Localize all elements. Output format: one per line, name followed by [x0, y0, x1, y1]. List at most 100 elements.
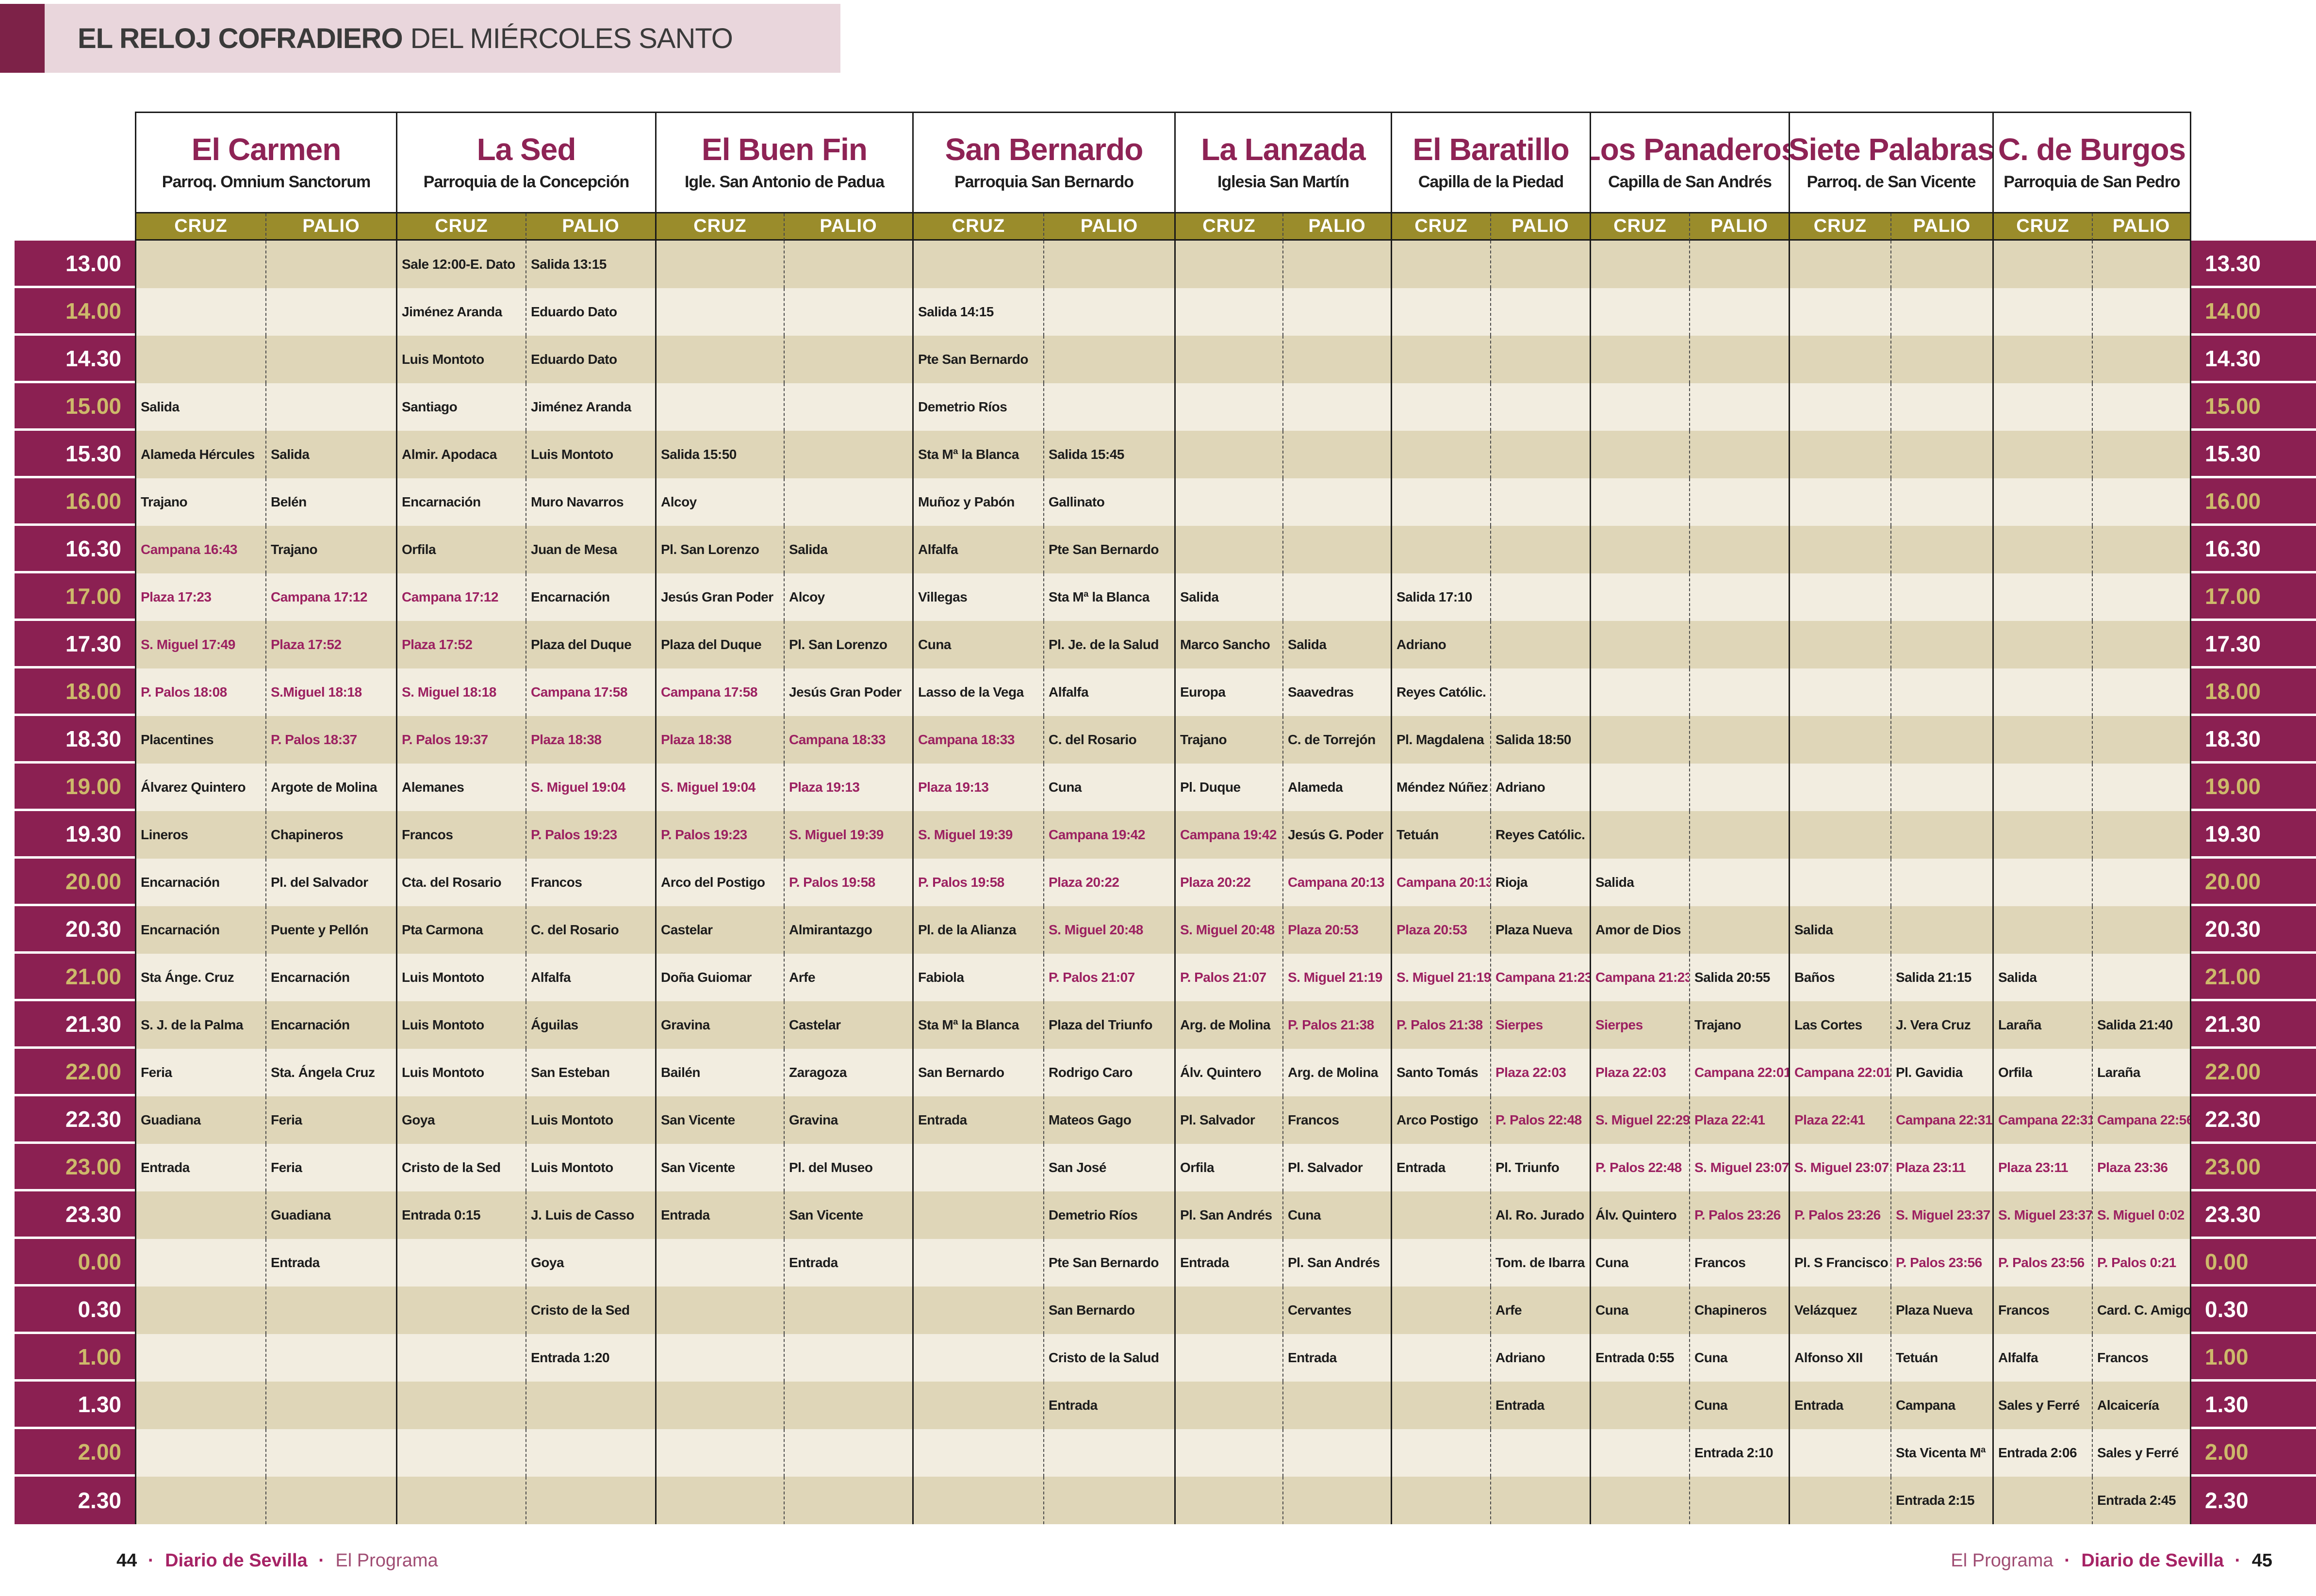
schedule-cell: Campana 17:58 — [526, 668, 655, 716]
schedule-cell: Rodrigo Caro — [1043, 1049, 1174, 1096]
schedule-cell — [135, 1287, 265, 1334]
schedule-cell — [2092, 336, 2191, 383]
schedule-cell: Rioja — [1490, 859, 1590, 906]
schedule-cell: S. Miguel 20:48 — [1043, 906, 1174, 954]
schedule-cell — [655, 336, 784, 383]
schedule-cell: P. Palos 23:56 — [1890, 1239, 1992, 1287]
schedule-cell: Encarnación — [265, 954, 396, 1001]
schedule-cell: P. Palos 22:48 — [1590, 1144, 1689, 1191]
church-name: Parroq. de San Vicente — [1807, 173, 1976, 192]
schedule-cell: Doña Guiomar — [655, 954, 784, 1001]
schedule-cell — [1890, 383, 1992, 431]
palio-header: PALIO — [265, 213, 396, 241]
schedule-cell: Pl. Gavidia — [1890, 1049, 1992, 1096]
time-label-left: 13.00 — [15, 241, 135, 288]
schedule-cell — [655, 383, 784, 431]
schedule-cell: Alfalfa — [1992, 1334, 2092, 1382]
schedule-cell: P. Palos 18:08 — [135, 668, 265, 716]
schedule-cell — [912, 1144, 1043, 1191]
schedule-cell — [1391, 1239, 1490, 1287]
schedule-cell — [1689, 526, 1789, 573]
schedule-cell — [784, 241, 912, 288]
schedule-cell — [1890, 811, 1992, 859]
time-label-right: 18.00 — [2191, 668, 2316, 716]
schedule-cell: Sales y Ferré — [1992, 1382, 2092, 1429]
schedule-cell — [1992, 621, 2092, 668]
schedule-cell: S. Miguel 23:37 — [1992, 1191, 2092, 1239]
schedule-cell: Trajano — [1689, 1001, 1789, 1049]
schedule-cell: Campana 18:33 — [784, 716, 912, 764]
schedule-cell: Francos — [1992, 1287, 2092, 1334]
schedule-cell — [265, 1382, 396, 1429]
church-name: Capilla de San Andrés — [1608, 173, 1772, 192]
schedule-cell: Entrada 0:55 — [1590, 1334, 1689, 1382]
schedule-cell: Alemanes — [396, 764, 526, 811]
schedule-cell — [2092, 526, 2191, 573]
schedule-cell: Campana — [1890, 1382, 1992, 1429]
schedule-cell: Card. C. Amigo — [2092, 1287, 2191, 1334]
schedule-cell: Plaza 23:11 — [1890, 1144, 1992, 1191]
schedule-cell — [135, 1429, 265, 1477]
schedule-cell — [1890, 621, 1992, 668]
schedule-cell — [1490, 383, 1590, 431]
schedule-cell: Luis Montoto — [396, 1001, 526, 1049]
schedule-cell: S. Miguel 19:04 — [655, 764, 784, 811]
time-label-left: 2.30 — [15, 1477, 135, 1524]
church-name: Parroq. Omnium Sanctorum — [162, 173, 371, 192]
schedule-cell — [1391, 241, 1490, 288]
schedule-cell: Cuna — [1689, 1382, 1789, 1429]
schedule-cell — [1590, 716, 1689, 764]
schedule-cell: Trajano — [135, 478, 265, 526]
schedule-cell: Plaza 22:03 — [1490, 1049, 1590, 1096]
schedule-cell — [655, 1239, 784, 1287]
schedule-cell: Arg. de Molina — [1282, 1049, 1391, 1096]
schedule-cell: Arco del Postigo — [655, 859, 784, 906]
schedule-cell: Plaza 19:13 — [912, 764, 1043, 811]
schedule-cell: Alcoy — [784, 573, 912, 621]
schedule-cell — [265, 1287, 396, 1334]
schedule-cell — [2092, 954, 2191, 1001]
schedule-cell: Jiménez Aranda — [526, 383, 655, 431]
schedule-cell: Arco Postigo — [1391, 1096, 1490, 1144]
schedule-cell: Entrada 1:20 — [526, 1334, 655, 1382]
schedule-cell: Plaza 18:38 — [526, 716, 655, 764]
schedule-cell: P. Palos 23:26 — [1689, 1191, 1789, 1239]
schedule-cell: Cuna — [1282, 1191, 1391, 1239]
schedule-cell — [396, 1287, 526, 1334]
schedule-cell — [1789, 478, 1890, 526]
schedule-cell: Entrada 2:06 — [1992, 1429, 2092, 1477]
schedule-cell: Salida 18:50 — [1490, 716, 1590, 764]
time-label-right: 1.30 — [2191, 1382, 2316, 1429]
schedule-cell — [1590, 621, 1689, 668]
brotherhood-name: El Carmen — [191, 131, 342, 167]
schedule-cell — [1590, 668, 1689, 716]
schedule-cell: Pl. Salvador — [1174, 1096, 1282, 1144]
schedule-cell: Gravina — [784, 1096, 912, 1144]
schedule-cell — [1043, 288, 1174, 336]
schedule-cell: Entrada — [784, 1239, 912, 1287]
schedule-cell — [1282, 336, 1391, 383]
schedule-cell — [912, 1334, 1043, 1382]
schedule-cell: Cristo de la Sed — [396, 1144, 526, 1191]
schedule-cell: Campana 20:13 — [1282, 859, 1391, 906]
schedule-cell — [1391, 431, 1490, 478]
schedule-cell: Encarnación — [396, 478, 526, 526]
schedule-cell: Francos — [2092, 1334, 2191, 1382]
schedule-cell: Guadiana — [265, 1191, 396, 1239]
schedule-cell: Luis Montoto — [396, 954, 526, 1001]
schedule-cell — [1992, 1477, 2092, 1524]
schedule-cell: Entrada — [655, 1191, 784, 1239]
schedule-cell — [784, 1287, 912, 1334]
palio-header: PALIO — [784, 213, 912, 241]
schedule-cell — [1490, 288, 1590, 336]
schedule-cell — [1174, 1477, 1282, 1524]
schedule-cell: Plaza del Duque — [526, 621, 655, 668]
schedule-cell — [1789, 811, 1890, 859]
schedule-cell: Plaza 20:53 — [1391, 906, 1490, 954]
footer-separator: · — [148, 1550, 154, 1571]
schedule-cell: Jesús Gran Poder — [784, 668, 912, 716]
schedule-cell — [1890, 716, 1992, 764]
footer-brand: Diario de Sevilla — [2081, 1550, 2224, 1571]
schedule-cell: Pl. de la Alianza — [912, 906, 1043, 954]
schedule-cell: Águilas — [526, 1001, 655, 1049]
